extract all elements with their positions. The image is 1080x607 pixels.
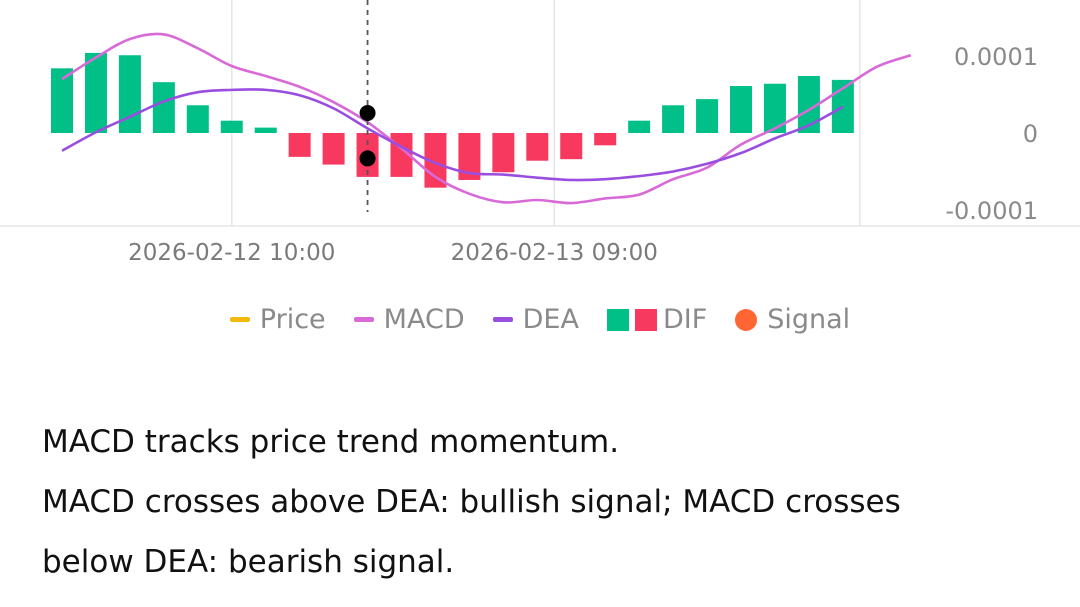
dif-bar bbox=[763, 83, 786, 133]
legend-label: DIF bbox=[662, 304, 708, 335]
chart-legend: Price MACD DEA DIF Signal bbox=[0, 304, 1080, 335]
dif-bar bbox=[560, 133, 583, 160]
legend-swatch bbox=[606, 308, 629, 331]
note-line-1: MACD tracks price trend momentum. bbox=[42, 424, 620, 460]
legend-swatch bbox=[634, 308, 657, 331]
legend-swatch bbox=[492, 317, 513, 322]
macd-line bbox=[61, 32, 912, 205]
legend-label: MACD bbox=[383, 304, 465, 335]
x-tick-label: 2026-02-12 10:00 bbox=[128, 240, 336, 266]
signal-marker bbox=[359, 104, 376, 121]
legend-item-dif[interactable]: DIF bbox=[606, 304, 708, 335]
legend-item-price[interactable]: Price bbox=[229, 304, 326, 335]
dea-line bbox=[61, 88, 844, 182]
signal-marker bbox=[359, 150, 376, 167]
note-line-3: below DEA: bearish signal. bbox=[42, 544, 455, 580]
x-tick-label: 2026-02-13 09:00 bbox=[450, 240, 658, 266]
y-tick-label: 0.0001 bbox=[954, 43, 1038, 71]
dif-bar bbox=[696, 99, 719, 133]
dif-bar bbox=[322, 133, 345, 165]
dif-bar bbox=[526, 133, 549, 161]
dif-bar bbox=[220, 120, 243, 133]
dif-bar bbox=[492, 133, 515, 173]
dif-bar bbox=[628, 120, 651, 133]
y-tick-label: 0 bbox=[1023, 120, 1038, 148]
dif-bar bbox=[594, 133, 617, 146]
legend-swatch bbox=[229, 317, 250, 322]
note-line-2: MACD crosses above DEA: bullish signal; … bbox=[42, 484, 901, 520]
y-tick-label: -0.0001 bbox=[945, 197, 1038, 225]
dif-bar bbox=[84, 52, 107, 133]
dif-bar bbox=[662, 105, 685, 133]
dif-bar bbox=[186, 105, 209, 133]
legend-item-macd[interactable]: MACD bbox=[353, 304, 465, 335]
dif-bar bbox=[51, 68, 73, 133]
dif-bar bbox=[458, 133, 481, 180]
dif-bar bbox=[288, 133, 311, 157]
legend-item-signal[interactable]: Signal bbox=[735, 304, 850, 335]
legend-item-dea[interactable]: DEA bbox=[492, 304, 579, 335]
legend-swatch bbox=[353, 317, 374, 322]
dif-bar bbox=[254, 127, 277, 133]
dif-bar bbox=[797, 76, 820, 133]
macd-chart: 0.0001 0 -0.0001 bbox=[0, 0, 1080, 227]
legend-swatch bbox=[735, 308, 758, 331]
dif-bar bbox=[152, 82, 175, 133]
legend-label: DEA bbox=[522, 304, 579, 335]
legend-label: Signal bbox=[767, 304, 851, 335]
legend-label: Price bbox=[259, 304, 326, 335]
dif-bar bbox=[730, 86, 752, 133]
